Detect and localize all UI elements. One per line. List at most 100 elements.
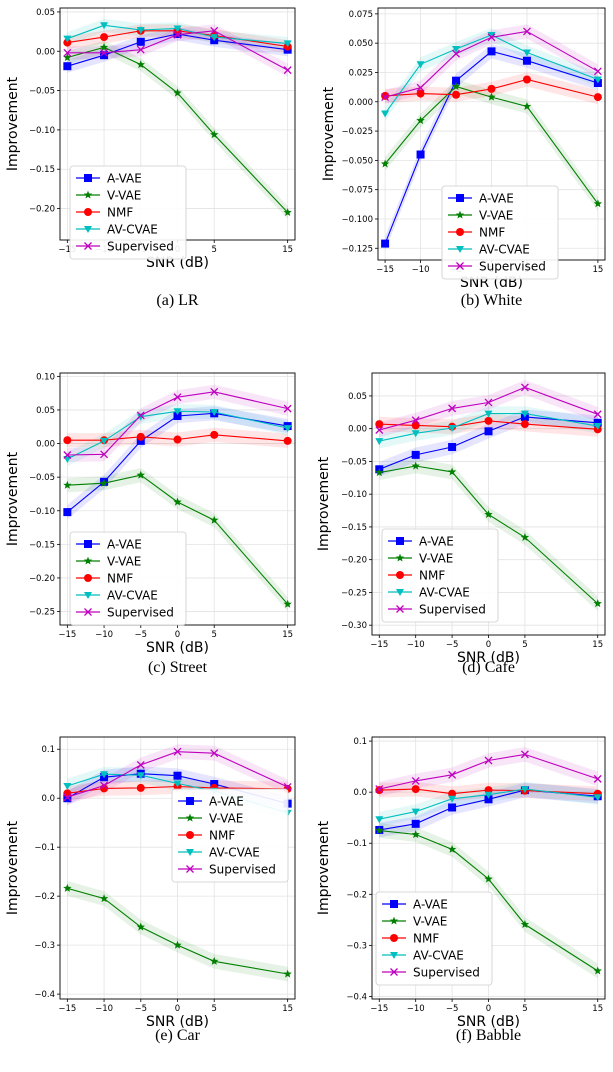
data-point-Supervised <box>523 27 531 36</box>
data-point-A-VAE <box>173 412 182 421</box>
y-axis-label: Improvement <box>321 86 337 181</box>
data-point-AV-CVAE <box>173 25 182 33</box>
x-tick-label: 15 <box>592 265 603 275</box>
data-point-A-VAE <box>186 797 194 805</box>
legend-label: A-VAE <box>107 172 142 186</box>
legend-box <box>375 891 493 986</box>
y-tick-label: 0.0 <box>353 788 367 798</box>
data-point-V-VAE <box>283 969 292 978</box>
data-point-Supervised <box>452 49 460 58</box>
data-point-V-VAE <box>593 966 602 975</box>
y-tick-label: −0.4 <box>346 992 367 1002</box>
data-point-V-VAE <box>83 190 93 199</box>
data-point-Supervised <box>84 608 92 616</box>
series-line <box>67 474 289 605</box>
data-point-V-VAE <box>63 480 72 489</box>
y-axis-label: Improvement <box>5 451 21 546</box>
x-tick-label: −10 <box>407 1004 425 1014</box>
data-point-Supervised <box>136 45 145 54</box>
legend-label: AV-CVAE <box>107 589 158 603</box>
x-tick-label: −5 <box>446 1004 459 1014</box>
x-tick-label: 15 <box>592 640 603 650</box>
x-axis-label: SNR (dB) <box>146 640 209 656</box>
data-point-NMF <box>448 789 457 798</box>
y-tick-label: −0.2 <box>346 890 367 900</box>
series-line <box>379 829 598 972</box>
y-tick-label: −0.100 <box>342 215 373 225</box>
data-point-AV-CVAE <box>390 952 398 959</box>
data-point-A-VAE <box>522 56 531 65</box>
subfigure-caption: (b) White <box>461 292 522 309</box>
x-tick-label: 5 <box>212 630 217 640</box>
x-tick-label: 15 <box>282 245 293 255</box>
data-point-Supervised <box>487 33 496 42</box>
series-Supervised <box>63 387 292 459</box>
legend-entry-V-VAE: V-VAE <box>448 209 513 223</box>
series-line <box>67 33 288 67</box>
series-line <box>379 413 598 442</box>
data-point-Supervised <box>84 242 92 250</box>
y-tick-label: −0.15 <box>29 540 55 550</box>
y-tick-label: −0.075 <box>342 186 373 196</box>
x-tick-label: −15 <box>370 1004 388 1014</box>
data-point-Supervised <box>396 605 404 613</box>
legend-entry-A-VAE: A-VAE <box>448 192 514 206</box>
data-point-AV-CVAE <box>593 423 602 431</box>
data-point-Supervised <box>100 48 109 57</box>
data-point-V-VAE <box>210 515 219 524</box>
data-point-AV-CVAE <box>136 413 145 421</box>
series-line <box>379 753 598 790</box>
data-point-NMF <box>63 436 72 445</box>
x-tick-label: 5 <box>522 1004 527 1014</box>
confidence-band-V-VAE <box>379 458 598 611</box>
y-tick-label: 0.050 <box>349 39 373 49</box>
data-point-NMF <box>375 420 384 429</box>
data-point-V-VAE <box>63 883 72 892</box>
legend-entry-Supervised: Supervised <box>178 863 276 877</box>
series-AV-CVAE <box>375 786 602 824</box>
x-tick-label: −10 <box>95 630 113 640</box>
data-point-V-VAE <box>411 461 420 470</box>
series-Supervised <box>375 383 602 434</box>
series-line <box>385 78 599 98</box>
data-point-A-VAE <box>411 450 420 459</box>
data-point-Supervised <box>63 451 72 459</box>
legend-entry-A-VAE: A-VAE <box>382 898 448 912</box>
data-point-Supervised <box>520 383 529 392</box>
data-point-NMF <box>84 208 92 216</box>
legend-label: NMF <box>107 572 133 586</box>
data-point-NMF <box>375 786 384 795</box>
legend-label: AV-CVAE <box>209 846 260 860</box>
confidence-band-AV-CVAE <box>385 27 598 121</box>
x-tick-label: 15 <box>282 630 293 640</box>
series-V-VAE <box>375 461 602 608</box>
legend-label: A-VAE <box>209 795 244 809</box>
data-point-Supervised <box>390 968 398 976</box>
legend: A-VAE V-VAE NMF AV-CVAE Supervised <box>69 531 187 626</box>
legend-label: Supervised <box>413 966 480 980</box>
y-tick-label: −0.10 <box>29 126 55 136</box>
data-point-V-VAE <box>593 599 602 608</box>
legend-entry-NMF: NMF <box>76 572 133 586</box>
data-point-A-VAE <box>173 771 182 780</box>
legend-label: NMF <box>209 829 235 843</box>
confidence-band-Supervised <box>67 24 288 77</box>
series-line <box>67 773 288 805</box>
chart-panel-5: −15 −10 −5 0 5 15 0.1 0.0 −0.1 −0.2 −0.3 −0.4 SNR (d… <box>5 736 296 1044</box>
data-point-V-VAE <box>395 553 405 562</box>
y-tick-label: −0.05 <box>29 473 55 483</box>
y-tick-label: 0.025 <box>349 68 373 78</box>
data-point-AV-CVAE <box>381 110 390 118</box>
data-point-AV-CVAE <box>173 780 182 788</box>
confidence-band-A-VAE <box>67 406 288 520</box>
y-axis-label: Improvement <box>316 456 332 551</box>
y-tick-label: −0.1 <box>346 839 367 849</box>
data-point-V-VAE <box>283 599 292 608</box>
series-line <box>384 50 599 244</box>
x-tick-label: 15 <box>592 1004 603 1014</box>
data-point-Supervised <box>173 393 182 402</box>
legend-entry-Supervised: Supervised <box>76 240 174 254</box>
data-point-V-VAE <box>173 88 182 97</box>
series-line <box>379 788 598 795</box>
y-tick-label: 0.0 <box>41 794 55 804</box>
